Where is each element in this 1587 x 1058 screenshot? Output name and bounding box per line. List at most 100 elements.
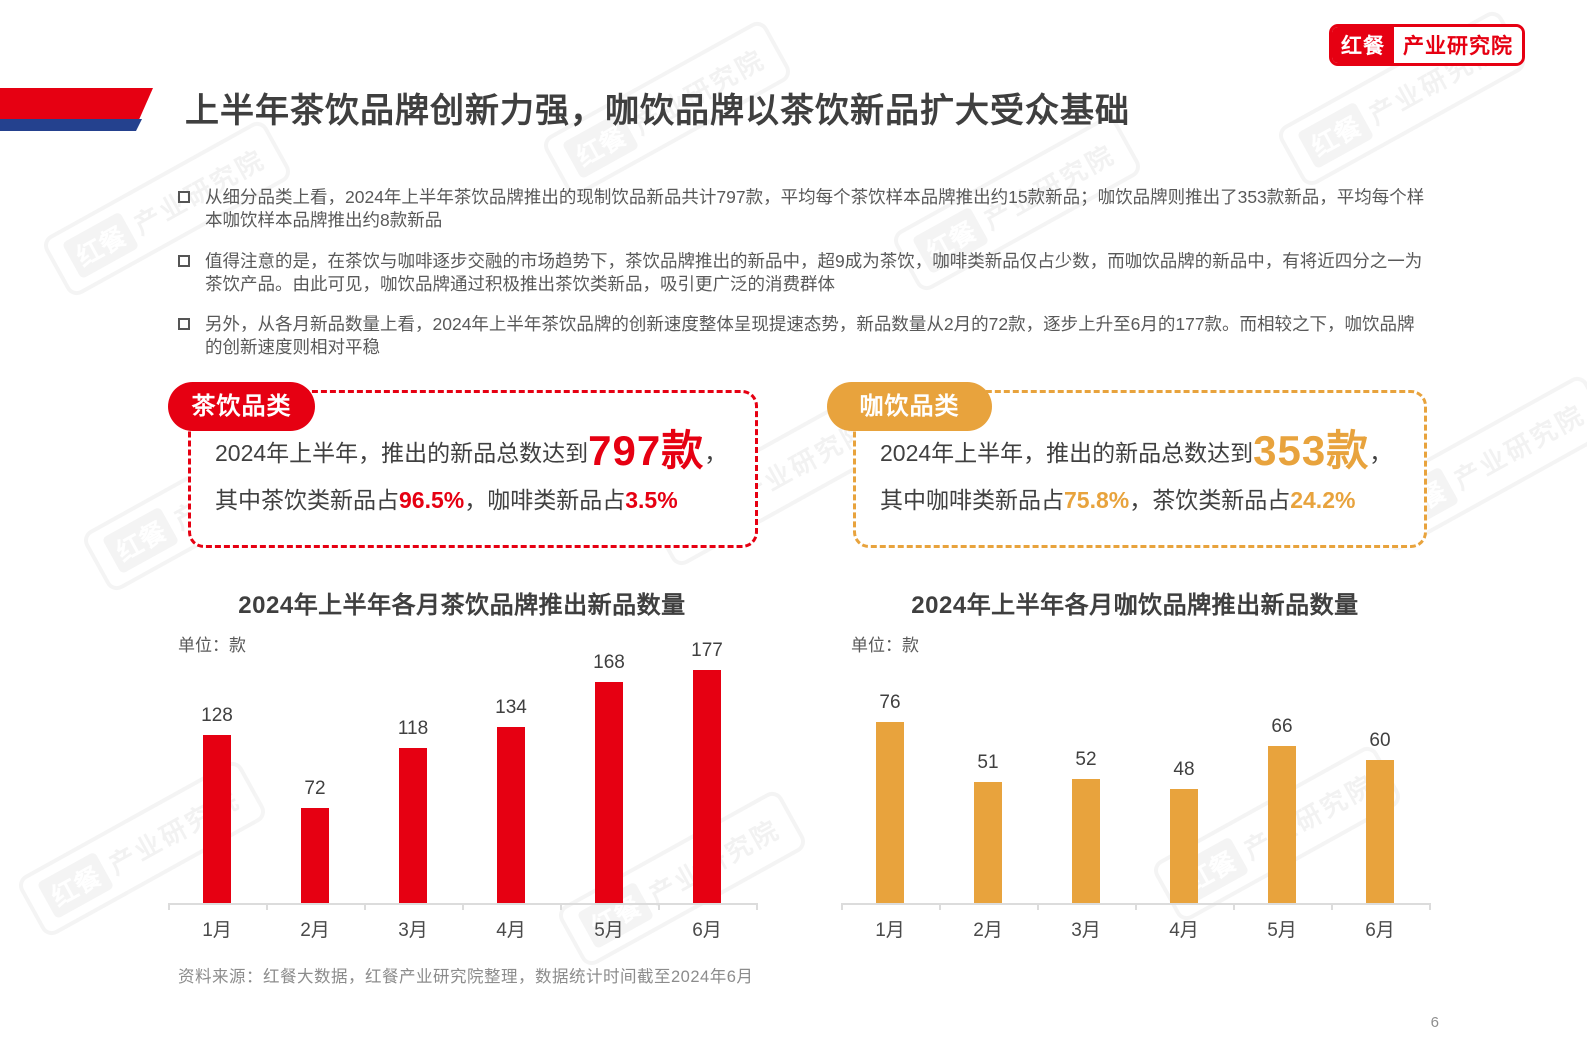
axis-tick xyxy=(1037,903,1039,910)
chart-unit-label: 单位：款 xyxy=(851,636,919,655)
x-axis-label: 6月 xyxy=(1365,920,1395,941)
square-bullet-icon xyxy=(178,318,190,331)
bar-value-label: 128 xyxy=(201,705,233,726)
chart-x-axis: 1月 2月 3月 4月 5月 6月 xyxy=(168,915,756,942)
tea-line1-prefix: 2024年上半年，推出的新品总数达到 xyxy=(215,440,589,466)
axis-tick xyxy=(1429,903,1431,910)
coffee-line1-suffix: ， xyxy=(1369,440,1393,466)
bar-value-label: 134 xyxy=(495,697,527,718)
bar xyxy=(1366,760,1394,903)
chart-title: 2024年上半年各月茶饮品牌推出新品数量 xyxy=(238,592,686,619)
bar-column: 60 xyxy=(1331,655,1429,903)
watermark-brand-text: 红餐 xyxy=(101,506,180,575)
tea-pct2-highlight: 3.5% xyxy=(625,487,678,513)
bar-value-label: 52 xyxy=(1075,749,1097,770)
chart-plot-area: 128 72 118 134 168 177 xyxy=(168,640,758,910)
square-bullet-icon xyxy=(178,191,190,203)
coffee-callout-line2: 其中咖啡类新品占75.8%，茶饮类新品占24.2% xyxy=(880,483,1414,517)
bar xyxy=(693,670,721,903)
bar-value-label: 60 xyxy=(1369,730,1391,751)
axis-tick xyxy=(1331,903,1333,910)
watermark-brand-text: 红餐 xyxy=(61,211,140,280)
company-logo: 红餐 产业研究院 xyxy=(1329,24,1525,66)
x-axis-label: 5月 xyxy=(594,920,624,941)
bar-value-label: 66 xyxy=(1271,716,1293,737)
bar-column: 72 xyxy=(266,655,364,903)
bar xyxy=(1268,746,1296,903)
bar-column: 168 xyxy=(560,652,658,903)
bar-column: 76 xyxy=(841,655,939,903)
bar-value-label: 48 xyxy=(1173,759,1195,780)
tea-line2-seg1: 其中茶饮类新品占 xyxy=(215,487,399,513)
bar-column: 48 xyxy=(1135,655,1233,903)
coffee-callout-line1: 2024年上半年，推出的新品总数达到353款， xyxy=(880,427,1414,477)
x-axis-label: 3月 xyxy=(1071,920,1101,941)
bar-value-label: 72 xyxy=(304,778,326,799)
chart-x-axis: 1月 2月 3月 4月 5月 6月 xyxy=(841,915,1429,942)
axis-tick xyxy=(756,903,758,910)
bar xyxy=(876,722,904,903)
coffee-callout-box: 2024年上半年，推出的新品总数达到353款， 其中咖啡类新品占75.8%，茶饮… xyxy=(853,390,1427,548)
tea-line2-seg2: ，咖啡类新品占 xyxy=(464,487,626,513)
x-axis-label: 1月 xyxy=(202,920,232,941)
axis-tick xyxy=(1233,903,1235,910)
coffee-pct2-highlight: 24.2% xyxy=(1290,487,1356,513)
bar-value-label: 76 xyxy=(879,692,901,713)
bullet-item: 值得注意的是，在茶饮与咖啡逐步交融的市场趋势下，茶饮品牌推出的新品中，超9成为茶… xyxy=(178,250,1428,297)
page-title: 上半年茶饮品牌创新力强，咖饮品牌以茶饮新品扩大受众基础 xyxy=(185,92,1130,130)
data-source-note: 资料来源：红餐大数据，红餐产业研究院整理，数据统计时间截至2024年6月 xyxy=(178,968,754,986)
bar-column: 118 xyxy=(364,655,462,903)
watermark-org-text: 产业研究院 xyxy=(1448,398,1587,496)
bar xyxy=(1072,779,1100,903)
bar-value-label: 118 xyxy=(397,718,429,739)
chart-title: 2024年上半年各月咖饮品牌推出新品数量 xyxy=(911,592,1359,619)
x-axis-label: 1月 xyxy=(875,920,905,941)
coffee-total-highlight: 353款 xyxy=(1253,427,1370,474)
bar-value-label: 177 xyxy=(691,640,723,661)
bar-column: 52 xyxy=(1037,655,1135,903)
x-axis-label: 6月 xyxy=(692,920,722,941)
page-number: 6 xyxy=(1430,1014,1439,1031)
axis-tick xyxy=(939,903,941,910)
tea-line1-suffix: ， xyxy=(704,440,728,466)
bar xyxy=(399,748,427,903)
bullet-text: 从细分品类上看，2024年上半年茶饮品牌推出的现制饮品新品共计797款，平均每个… xyxy=(205,187,1425,231)
square-bullet-icon xyxy=(178,254,190,267)
tea-pct1-highlight: 96.5% xyxy=(399,487,465,513)
bullet-item: 另外，从各月新品数量上看，2024年上半年茶饮品牌的创新速度整体呈现提速态势，新… xyxy=(178,313,1428,360)
coffee-line1-prefix: 2024年上半年，推出的新品总数达到 xyxy=(880,440,1254,466)
logo-brand-text: 红餐 xyxy=(1332,27,1394,63)
watermark-brand-text: 红餐 xyxy=(36,851,115,920)
tea-monthly-bar-chart: 2024年上半年各月茶饮品牌推出新品数量 单位：款 128 72 118 134 168… xyxy=(168,585,758,942)
bullet-item: 从细分品类上看，2024年上半年茶饮品牌推出的现制饮品新品共计797款，平均每个… xyxy=(178,186,1428,233)
tea-total-highlight: 797款 xyxy=(588,427,705,474)
coffee-pct1-highlight: 75.8% xyxy=(1064,487,1130,513)
chart-plot-area: 76 51 52 48 66 60 xyxy=(841,655,1431,910)
x-axis-label: 4月 xyxy=(1169,920,1199,941)
bar-column: 128 xyxy=(168,655,266,903)
axis-tick xyxy=(364,903,366,910)
summary-bullets: 从细分品类上看，2024年上半年茶饮品牌推出的现制饮品新品共计797款，平均每个… xyxy=(178,186,1428,377)
bar-value-label: 51 xyxy=(977,752,999,773)
axis-tick xyxy=(841,903,843,910)
bullet-text: 值得注意的是，在茶饮与咖啡逐步交融的市场趋势下，茶饮品牌推出的新品中，超9成为茶… xyxy=(205,250,1423,294)
title-decoration-blue xyxy=(0,119,142,131)
bar-column: 51 xyxy=(939,655,1037,903)
title-decoration-red xyxy=(0,88,153,122)
bar-value-label: 168 xyxy=(593,652,625,673)
chart-unit-label: 单位：款 xyxy=(178,636,246,655)
tea-category-badge: 茶饮品类 xyxy=(168,382,315,431)
coffee-category-badge: 咖饮品类 xyxy=(827,382,992,431)
tea-callout-line1: 2024年上半年，推出的新品总数达到797款， xyxy=(215,427,745,477)
tea-callout-line2: 其中茶饮类新品占96.5%，咖啡类新品占3.5% xyxy=(215,483,745,517)
bar xyxy=(974,782,1002,903)
axis-tick xyxy=(560,903,562,910)
bar xyxy=(203,735,231,903)
axis-tick xyxy=(462,903,464,910)
axis-tick xyxy=(658,903,660,910)
logo-org-text: 产业研究院 xyxy=(1394,27,1522,63)
bar-column: 134 xyxy=(462,655,560,903)
axis-tick xyxy=(168,903,170,910)
coffee-line2-seg1: 其中咖啡类新品占 xyxy=(880,487,1064,513)
bar xyxy=(1170,789,1198,903)
